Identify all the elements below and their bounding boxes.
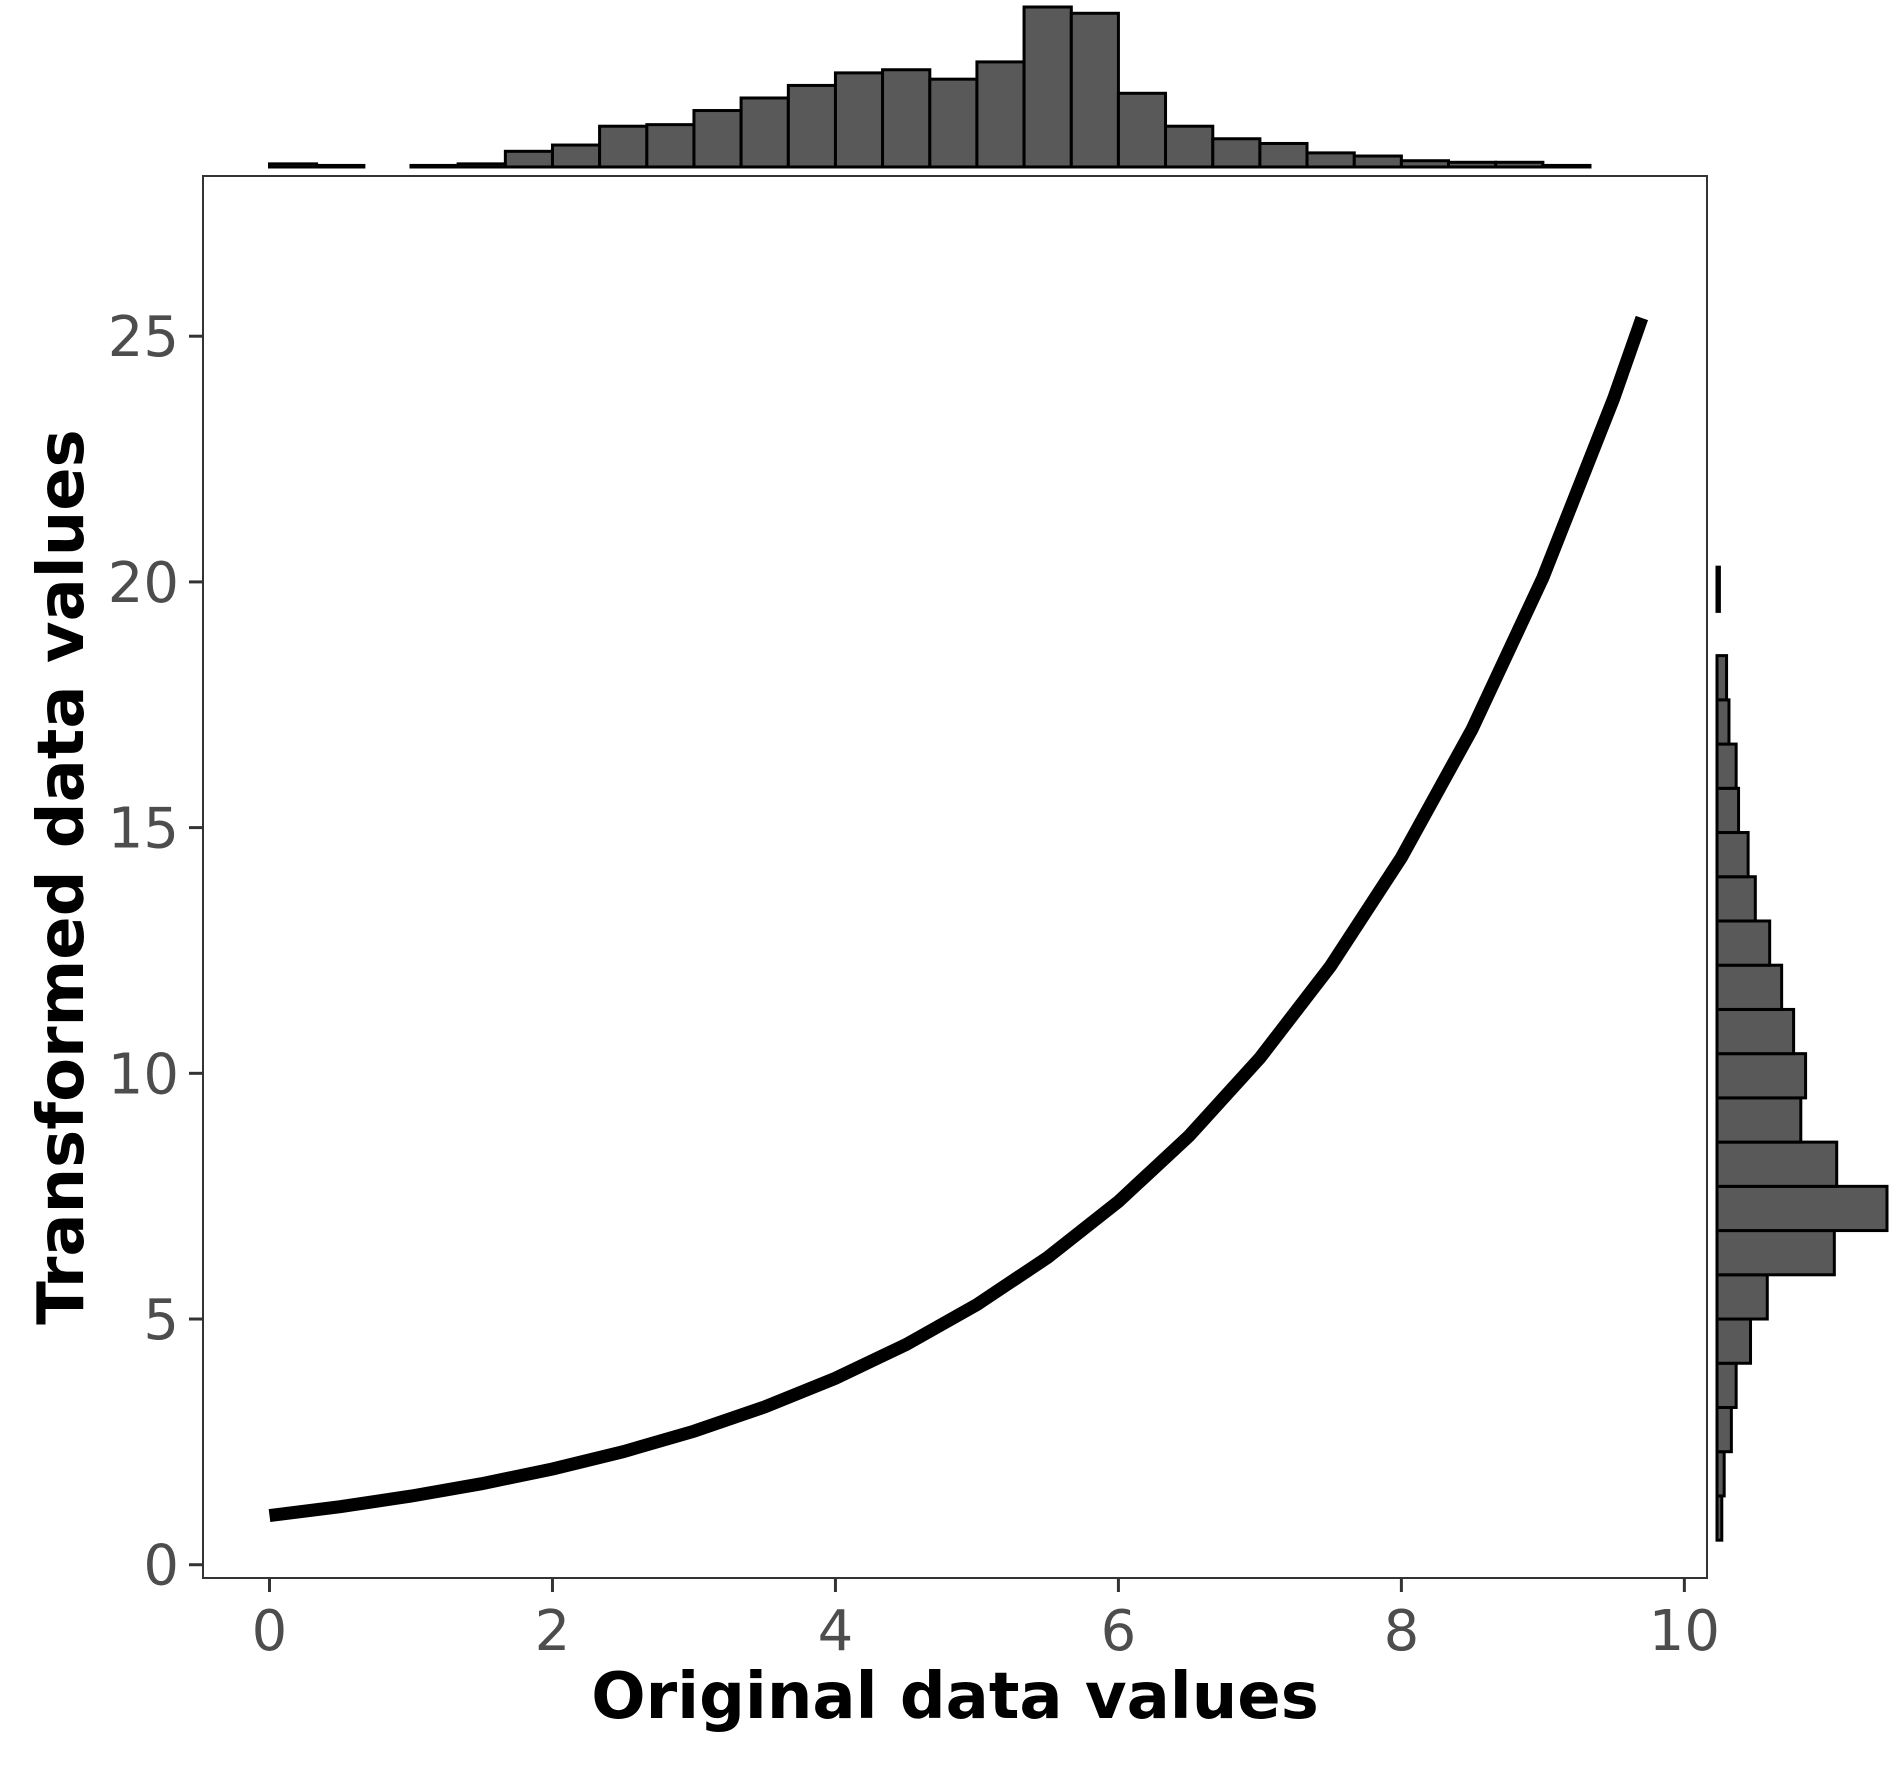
right-hist-bar (1715, 963, 1784, 1011)
top-hist-bar (503, 149, 554, 169)
right-hist-bar (1715, 1450, 1726, 1498)
top-hist-bar (1258, 141, 1309, 169)
top-hist-bar (1211, 137, 1262, 169)
right-hist-bar (1715, 1494, 1724, 1542)
top-hist-bar (1022, 5, 1073, 169)
top-hist-bar (1447, 160, 1498, 169)
x-axis: 0 2 4 6 8 10 (252, 1578, 1720, 1664)
right-hist-bar (1715, 742, 1738, 790)
top-hist-bar (1541, 163, 1592, 169)
plot-panel (202, 175, 1708, 1579)
top-hist-bar (1164, 124, 1215, 169)
right-hist-bar (1715, 919, 1772, 967)
right-hist-bar (1715, 698, 1731, 746)
x-tick-label-1: 2 (535, 1599, 571, 1664)
top-hist-bar (456, 162, 507, 169)
right-hist-bar (1715, 831, 1750, 879)
top-hist-bar (692, 109, 743, 169)
x-tick-label-0: 0 (252, 1599, 288, 1664)
right-hist-bar (1715, 1273, 1769, 1321)
x-tick-label-4: 8 (1384, 1599, 1420, 1664)
y-tick-label-2: 10 (108, 1042, 179, 1107)
top-hist-bar (1305, 151, 1356, 169)
x-tick-label-2: 4 (818, 1599, 854, 1664)
y-tick-label-3: 15 (108, 797, 179, 862)
top-hist-bar (1399, 159, 1451, 169)
top-hist-bar (739, 96, 790, 169)
top-hist-bar (1116, 91, 1168, 169)
top-hist-bar (1494, 160, 1545, 169)
right-hist-bar (1715, 1361, 1738, 1409)
top-hist-bar (975, 60, 1026, 169)
top-hist-bar (786, 83, 837, 169)
top-hist-bar (315, 163, 366, 169)
y-axis: 0 5 10 15 20 25 (108, 305, 203, 1599)
y-tick-label-1: 5 (143, 1288, 179, 1353)
y-axis-title: Transformed data values (25, 429, 99, 1325)
top-hist-bar (1069, 11, 1120, 169)
top-hist-bar (550, 143, 602, 169)
transformation-line (268, 315, 1649, 1523)
top-hist-bar (1352, 154, 1403, 169)
right-hist-bar (1715, 1405, 1733, 1454)
x-axis-title: Original data values (591, 1660, 1319, 1734)
top-hist-bar (409, 163, 460, 169)
right-hist-bar (1715, 565, 1721, 613)
y-tick-label-0: 0 (143, 1534, 179, 1599)
right-hist-bar (1715, 1007, 1796, 1056)
top-hist-bar (928, 77, 979, 169)
y-tick-label-5: 25 (108, 305, 179, 370)
top-hist-bar (645, 123, 696, 169)
x-tick-label-3: 6 (1101, 1599, 1137, 1664)
right-hist-bar (1715, 654, 1729, 702)
top-histogram (267, 5, 1592, 169)
right-hist-bar (1715, 786, 1741, 835)
right-hist-bar (1715, 1096, 1803, 1144)
right-hist-bar (1715, 1317, 1753, 1365)
right-histogram (1715, 565, 1889, 1542)
x-tick-label-5: 10 (1649, 1599, 1720, 1664)
y-tick-label-4: 20 (108, 551, 179, 616)
right-hist-bar (1715, 1140, 1839, 1188)
right-hist-bar (1715, 1052, 1808, 1100)
right-hist-bar (1715, 875, 1757, 923)
top-hist-bar (267, 162, 319, 169)
top-hist-bar (833, 71, 885, 169)
top-hist-bar (881, 68, 932, 169)
right-hist-bar (1715, 1229, 1836, 1277)
top-hist-bar (598, 124, 649, 169)
right-hist-bar (1715, 1184, 1889, 1233)
